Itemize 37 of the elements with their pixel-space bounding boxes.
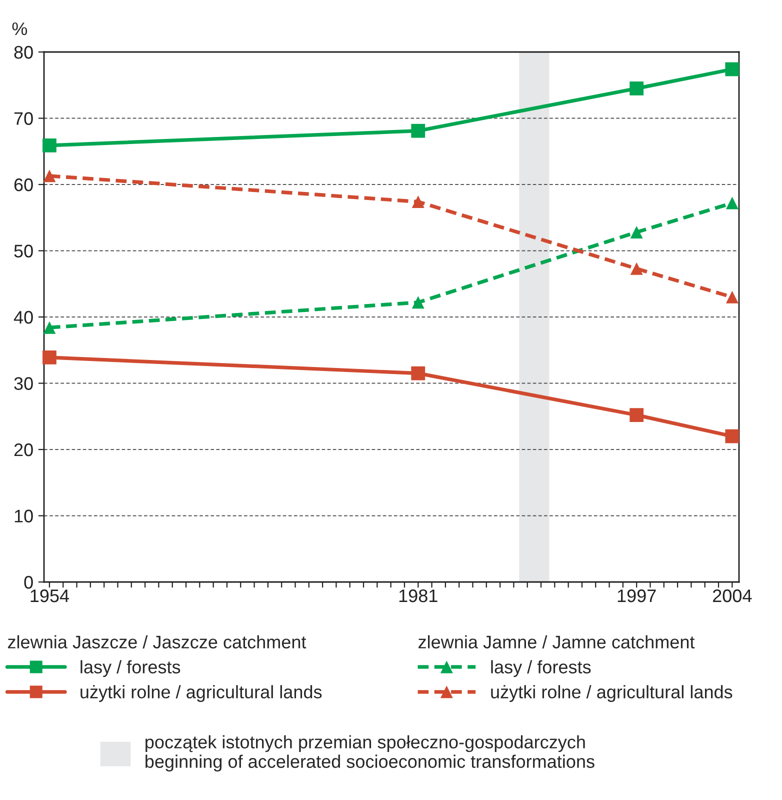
legend-label: lasy / forests — [491, 660, 591, 678]
point — [630, 262, 643, 275]
point — [411, 124, 426, 138]
point — [42, 138, 56, 152]
point — [726, 290, 738, 304]
text: zlewnia Jaszcze / Jaszcze catchment — [8, 635, 306, 648]
point — [43, 321, 56, 334]
text: zlewnia Jamne / Jamne catchment — [418, 635, 695, 648]
point — [630, 226, 643, 238]
point — [725, 62, 740, 76]
legend-label: początek istotnych przemian społeczno-gospodarczych beginning of accelerated socioeconomic transformations — [146, 735, 594, 772]
point — [43, 170, 56, 182]
point — [412, 296, 424, 309]
legend-label: użytki rolne / agricultural lands — [80, 685, 322, 702]
point — [42, 350, 56, 364]
legend-label: użytki rolne / agricultural lands — [491, 685, 732, 702]
y-tick-label: 0 — [24, 576, 33, 589]
x-tick-label: 2004 — [713, 589, 752, 602]
y-tick-label: 50 — [14, 244, 33, 258]
y-tick-label: 20 — [14, 443, 33, 456]
y-axis-title: % — [12, 22, 28, 36]
y-tick-label: 60 — [14, 178, 33, 192]
y-tick-label: 80 — [14, 46, 33, 59]
y-tick-label: 10 — [14, 510, 33, 522]
legend-label: lasy / forests — [80, 660, 180, 678]
point — [725, 429, 740, 444]
x-tick-label: 1954 — [30, 589, 70, 602]
y-tick-label: 70 — [14, 112, 33, 125]
y-tick-label: 40 — [14, 310, 33, 324]
point — [630, 81, 644, 96]
point — [726, 196, 738, 210]
point — [411, 366, 426, 380]
y-tick-label: 30 — [14, 377, 33, 390]
point — [412, 195, 424, 208]
x-tick-label: 1997 — [618, 589, 656, 602]
point — [630, 408, 644, 422]
x-tick-label: 1981 — [399, 589, 438, 602]
